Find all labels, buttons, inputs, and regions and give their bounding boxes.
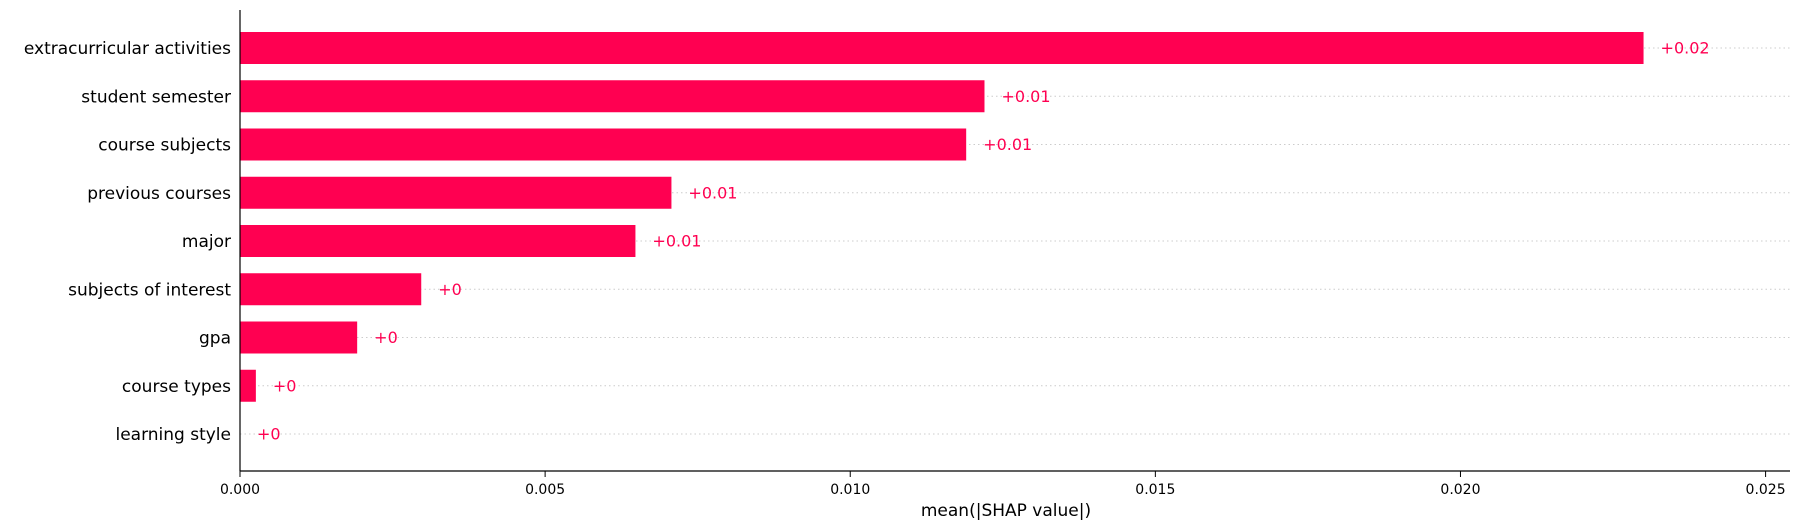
bar [240,32,1644,64]
category-label: major [182,232,231,252]
x-tick-label: 0.005 [525,482,565,498]
x-tick-label: 0.010 [830,482,870,498]
category-labels: extracurricular activities student semest… [24,39,231,445]
category-label: extracurricular activities [24,39,231,59]
category-label: student semester [81,87,231,107]
value-label: +0 [257,425,281,444]
category-label: subjects of interest [68,280,231,300]
bars [240,32,1644,402]
axes [239,10,1790,472]
value-label: +0 [273,376,297,395]
value-label: +0.02 [1661,39,1710,58]
x-tick-label: 0.025 [1746,482,1786,498]
value-label: +0.01 [652,232,701,251]
bar [240,369,256,402]
bar [240,321,358,354]
category-label: gpa [199,329,231,349]
value-label: +0.01 [1001,87,1050,106]
bar [240,128,967,161]
category-label: course types [122,377,231,397]
bar [240,273,422,306]
value-label: +0.01 [983,135,1032,154]
x-tick-label: 0.000 [220,482,260,498]
category-label: previous courses [87,184,231,204]
category-label: learning style [115,425,231,445]
bar [240,80,985,113]
x-ticks: 0.000 0.005 0.010 0.015 0.020 0.025 [220,471,1786,498]
value-label: +0.01 [688,183,737,202]
value-label: +0 [438,280,462,299]
gridlines [240,47,1790,435]
x-tick-label: 0.015 [1135,482,1175,498]
category-label: course subjects [98,136,231,156]
bar [240,176,672,209]
value-label: +0 [374,328,398,347]
bar [240,225,636,257]
value-labels: +0.02 +0.01 +0.01 +0.01 +0.01 +0 +0 +0 +0 [257,39,1710,444]
x-tick-label: 0.020 [1440,482,1480,498]
x-axis-title: mean(|SHAP value|) [921,501,1091,521]
